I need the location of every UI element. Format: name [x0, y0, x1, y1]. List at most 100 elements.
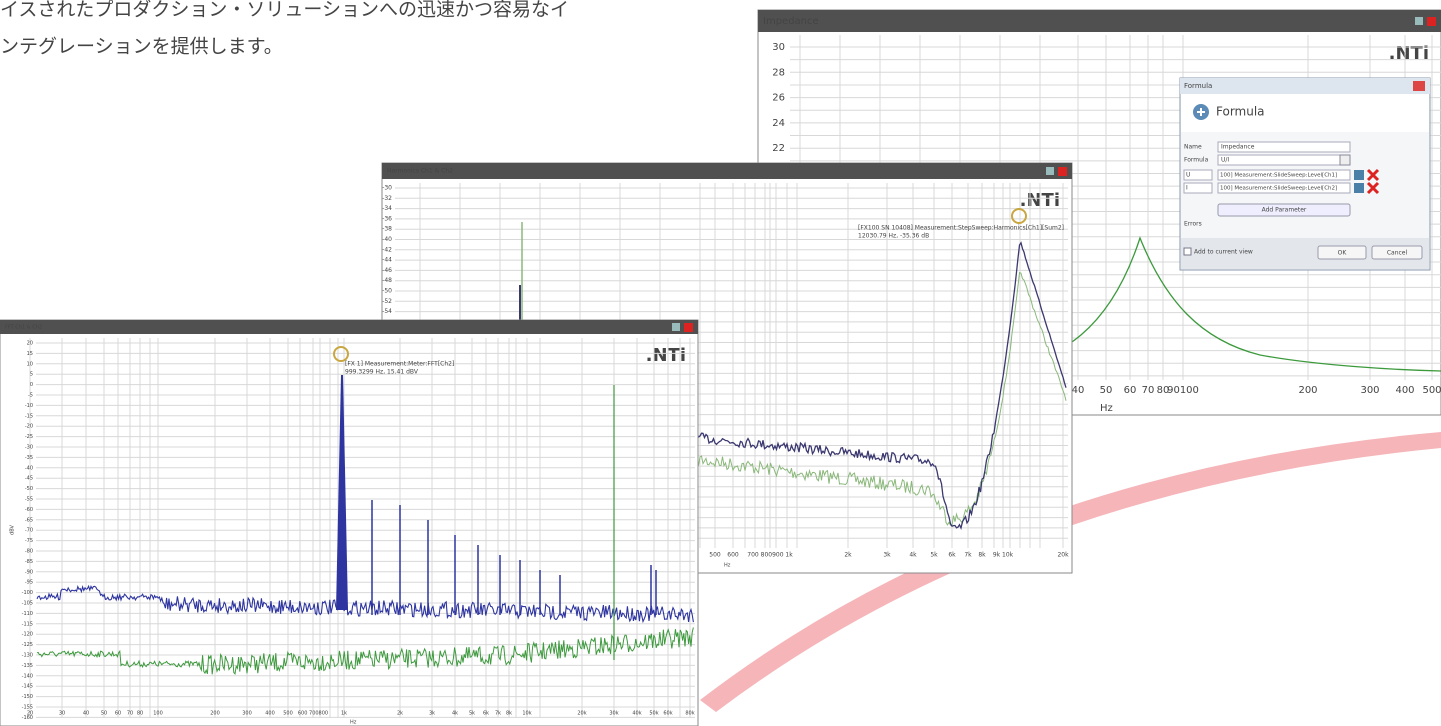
y-tick-label: -135 [22, 663, 33, 669]
add-button [1217, 203, 1351, 217]
x-tick-label: 90100 [1167, 385, 1199, 396]
title-bar [758, 10, 1441, 32]
x-tick-label: 70 [127, 711, 133, 717]
close-button [1058, 167, 1067, 176]
y-tick-label: 20 [27, 341, 33, 347]
window-title: Harmonics Ch1 & Ch2 [387, 168, 453, 175]
y-tick-label: -52 [382, 298, 392, 305]
y-tick-label: -54 [382, 308, 392, 315]
parameter-name: I [1186, 185, 1188, 192]
x-tick-label: 3k [883, 552, 891, 559]
x-tick-label: 9k 10k [993, 552, 1014, 559]
x-tick-label: 40 [1072, 385, 1085, 396]
x-axis-label: Hz [350, 720, 357, 726]
blue-trace [696, 241, 1067, 531]
dialog-title: Formula [1184, 82, 1212, 90]
x-tick-label: 7k [964, 552, 972, 559]
y-tick-label: 30 [772, 42, 785, 53]
y-tick-label: -50 [382, 288, 392, 295]
edit-icon [1354, 183, 1364, 193]
y-tick-label: -45 [25, 476, 33, 482]
x-tick-label: 300 [1360, 385, 1379, 396]
cancel-button [1371, 245, 1423, 260]
green-trace [696, 271, 1067, 527]
x-tick-label: 6k [483, 711, 489, 717]
y-tick-label: -70 [25, 528, 33, 534]
dialog-title-bar [1180, 78, 1430, 94]
x-axis-label: Hz [724, 563, 731, 569]
x-tick-label: 500 [283, 711, 293, 717]
title-bar [0, 320, 698, 334]
x-tick-label: 1k [341, 711, 347, 717]
x-tick-label: 80 [1157, 385, 1170, 396]
parameter-source: 100] Measurement:SlideSweep:Level[Ch2] [1220, 186, 1337, 192]
input [1217, 154, 1351, 166]
y-tick-label: 15 [27, 351, 33, 357]
x-tick-label: 70 [1142, 385, 1155, 396]
y-tick-label: -105 [22, 601, 33, 607]
y-tick-label: -36 [382, 215, 392, 222]
y-tick-label: -48 [382, 277, 392, 284]
checkbox-label: Add to current view [1194, 249, 1253, 256]
y-tick-label: 28 [772, 67, 785, 78]
field-label: Errors [1184, 221, 1202, 228]
x-tick-label: 100 [153, 711, 163, 717]
field-value: Impedance [1221, 144, 1255, 151]
x-tick-label: 400 [1395, 385, 1414, 396]
y-tick-label: -80 [25, 549, 33, 555]
y-tick-label: -95 [25, 580, 33, 586]
input [1183, 182, 1213, 194]
field-value: U/I [1221, 157, 1229, 164]
x-tick-label: 20 [27, 711, 33, 717]
delete-icon [1366, 168, 1380, 182]
y-tick-label: -34 [382, 205, 392, 212]
button-label: Cancel [1387, 250, 1408, 257]
x-tick-label: 60k [663, 711, 672, 717]
y-tick-label: -85 [25, 559, 33, 565]
y-tick-label: -25 [25, 434, 33, 440]
y-tick-label: -55 [25, 497, 33, 503]
y-tick-label: -155 [22, 705, 33, 711]
input [1217, 169, 1351, 181]
y-tick-label: -20 [25, 424, 33, 430]
y-tick-label: -5 [28, 393, 33, 399]
y-tick-label: -130 [22, 653, 33, 659]
x-tick-label: 6k [948, 552, 956, 559]
y-tick-label: -110 [22, 611, 33, 617]
y-tick-label: -100 [22, 590, 33, 596]
y-tick-label: -35 [25, 455, 33, 461]
x-tick-label: 5k [469, 711, 475, 717]
x-tick-label: 20k [577, 711, 586, 717]
field-label: Formula [1184, 157, 1209, 164]
y-tick-label: 24 [772, 118, 785, 129]
x-tick-label: 500 [709, 552, 721, 559]
window-button [672, 323, 680, 331]
y-tick-label: -32 [382, 195, 392, 202]
button-label: Add Parameter [1262, 207, 1307, 214]
y-tick-label: 0 [30, 382, 33, 388]
y-axis-label: dBV [10, 524, 16, 534]
annotation: [FX 1] Measurement:Meter:FFT[Ch2] [345, 361, 454, 368]
parameter-source: 100] Measurement:SlideSweep:Level[Ch1] [1220, 173, 1337, 179]
y-tick-label: 5 [30, 372, 33, 378]
y-tick-label: -120 [22, 632, 33, 638]
y-tick-label: 22 [772, 143, 785, 154]
edit-icon [1354, 170, 1364, 180]
x-tick-label: 20k [1057, 552, 1069, 559]
x-tick-label: 2k [844, 552, 852, 559]
marker [1011, 208, 1027, 224]
y-tick-label: -60 [25, 507, 33, 513]
y-tick-label: -10 [25, 403, 33, 409]
x-tick-label: 30 [59, 711, 65, 717]
x-tick-label: 200 [210, 711, 220, 717]
parameter-name: U [1186, 172, 1190, 179]
x-tick-label: 5k [930, 552, 938, 559]
input [1217, 182, 1351, 194]
x-tick-label: 60 [1124, 385, 1137, 396]
impedance-trace [999, 236, 1441, 372]
x-tick-label: 4k [909, 552, 917, 559]
x-tick-label: 200 [1298, 385, 1317, 396]
y-tick-label: -15 [25, 413, 33, 419]
